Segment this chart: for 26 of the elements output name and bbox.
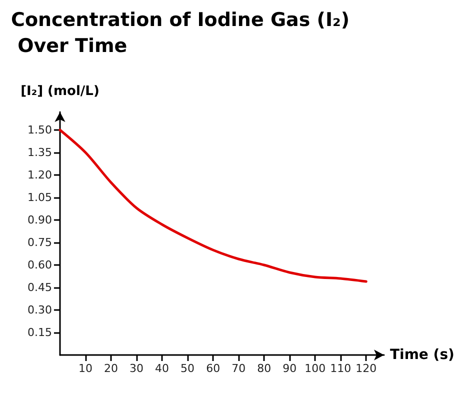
x-tick-label: 60 — [206, 362, 220, 375]
y-tick-label: 0.15 — [28, 326, 52, 339]
chart-title: Concentration of Iodine Gas (I₂) Over Time — [11, 9, 350, 57]
line-series — [58, 128, 368, 283]
y-tick-label: 0.30 — [28, 304, 52, 316]
x-tick-label: 80 — [257, 362, 272, 375]
x-tick-label: 50 — [180, 362, 195, 375]
x-tick-label: 110 — [330, 362, 352, 375]
x-tick-label: 20 — [104, 362, 118, 375]
y-axis-title: [I₂] (mol/L) — [20, 84, 100, 99]
x-tick-label: 30 — [130, 362, 144, 375]
x-axis-title: Time (s) — [390, 347, 454, 363]
y-tick-label: 1.50 — [28, 124, 52, 136]
y-tick-label: 1.35 — [28, 146, 52, 159]
y-tick-label: 0.75 — [28, 236, 52, 249]
x-tick-label: 70 — [232, 362, 246, 375]
x-tick-label: 40 — [155, 362, 170, 375]
x-tick-label: 10 — [78, 362, 93, 375]
y-tick-label: 1.05 — [28, 191, 52, 204]
x-tick-label: 100 — [304, 362, 326, 375]
x-tick-label: 90 — [282, 362, 297, 375]
x-tick-label: 120 — [356, 362, 377, 375]
y-tick-label: 0.90 — [28, 214, 52, 226]
y-tick-label: 1.20 — [28, 168, 52, 182]
y-tick-label: 0.60 — [28, 258, 52, 272]
y-tick-label: 0.45 — [28, 281, 52, 294]
